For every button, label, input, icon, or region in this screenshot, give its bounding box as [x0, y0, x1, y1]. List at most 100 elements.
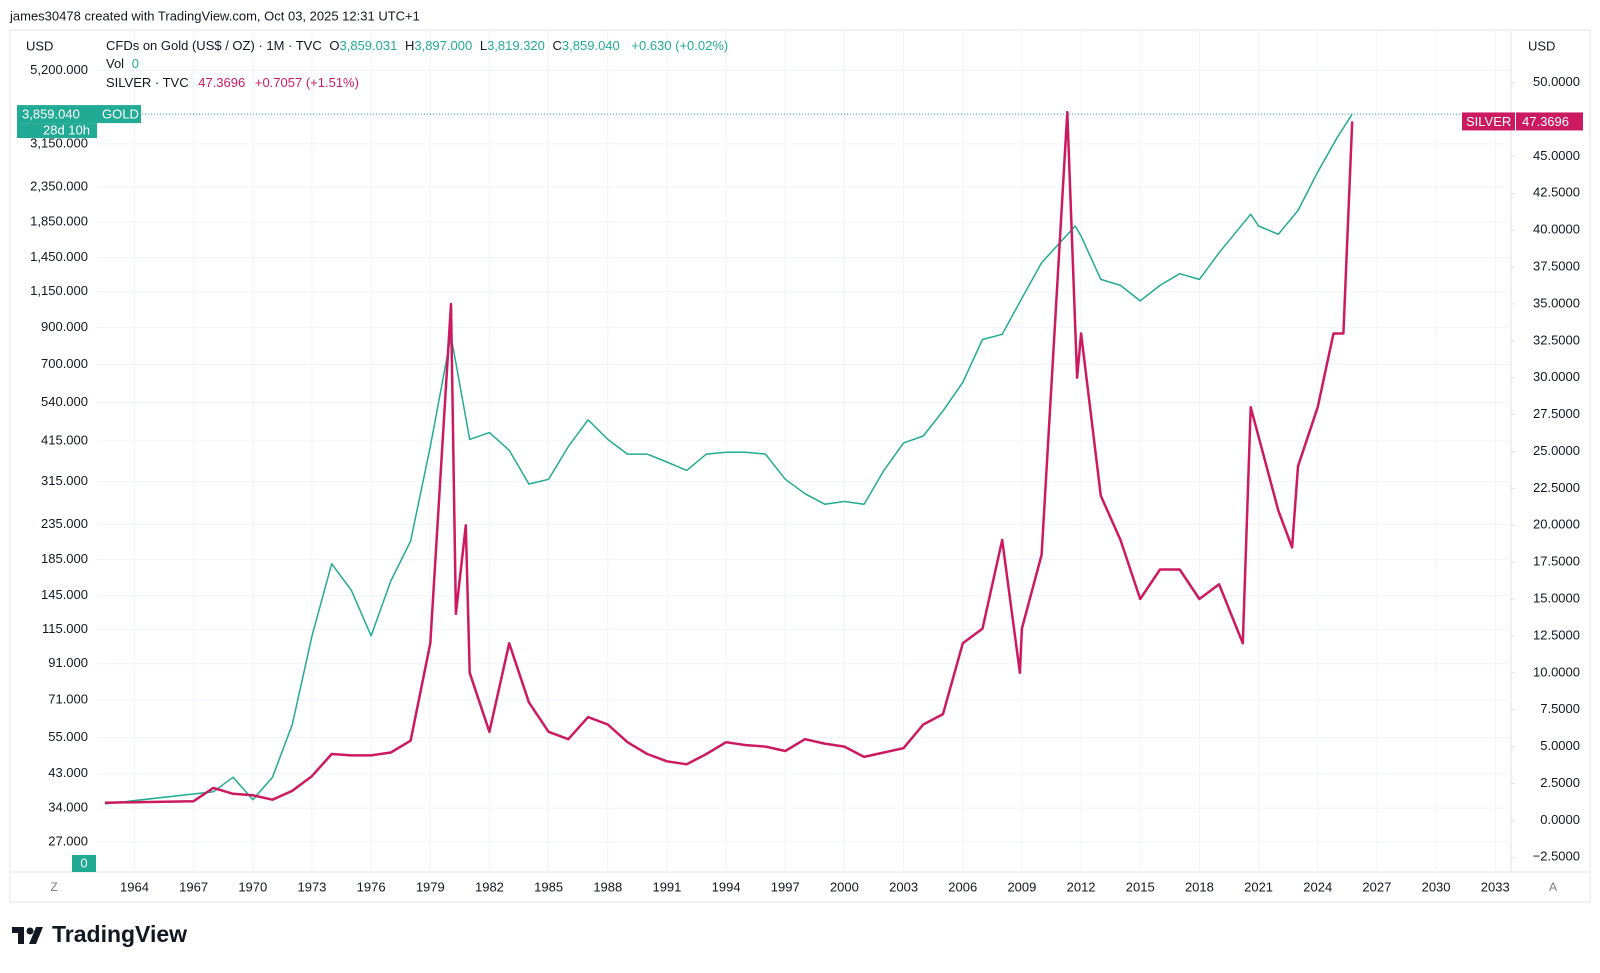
- x-tick-label: 2015: [1126, 879, 1155, 894]
- y-tick-label: 235.000: [41, 516, 88, 531]
- y-tick-label: 3,150.000: [30, 135, 88, 150]
- silver-tag-name: SILVER: [1466, 114, 1511, 129]
- y2-tick-label: 12.5000: [1533, 627, 1580, 642]
- symbol: CFDs on Gold (US$ / OZ) · 1M · TVC: [106, 38, 322, 53]
- x-tick-label: 2012: [1067, 879, 1096, 894]
- series-line: [104, 113, 1353, 805]
- y2-tick-label: 40.0000: [1533, 222, 1580, 237]
- y-tick-label: 1,450.000: [30, 249, 88, 264]
- value: 3,859.031: [340, 38, 398, 53]
- y-tick-label: 43.000: [48, 765, 88, 780]
- x-tick-label: 1973: [297, 879, 326, 894]
- y-tick-label: 27.000: [48, 833, 88, 848]
- gold-tag-name: GOLD: [102, 107, 139, 122]
- silver-tag-price: 47.3696: [1522, 114, 1569, 129]
- auto-button[interactable]: A: [1549, 880, 1557, 894]
- y2-tick-label: 20.0000: [1533, 517, 1580, 532]
- y-tick-label: 185.000: [41, 551, 88, 566]
- legend-gold: CFDs on Gold (US$ / OZ) · 1M · TVC O3,85…: [106, 38, 728, 53]
- x-tick-label: 2021: [1244, 879, 1273, 894]
- y2-tick-label: 50.0000: [1533, 74, 1580, 89]
- y2-tick-label: 17.5000: [1533, 554, 1580, 569]
- x-tick-label: 1967: [179, 879, 208, 894]
- x-tick-label: 1976: [357, 879, 386, 894]
- symbol: SILVER · TVC: [106, 75, 189, 90]
- labels: 1964 1967 1970 1973 1976 1979 1982 1985 1988 1991…: [17, 62, 1583, 894]
- y-tick-label: 315.000: [41, 473, 88, 488]
- y-tick-label: 115.000: [42, 621, 88, 636]
- x-tick-label: 2009: [1007, 879, 1036, 894]
- x-tick-label: 1991: [652, 879, 681, 894]
- key: C: [553, 38, 562, 53]
- silver-tag-bg: [1516, 112, 1583, 131]
- change: +0.630 (+0.02%): [631, 38, 728, 53]
- x-tick-label: 1985: [534, 879, 563, 894]
- y2-tick-label: 32.5000: [1533, 332, 1580, 347]
- y2-tick-label: 5.0000: [1540, 738, 1580, 753]
- x-tick-label: 2000: [830, 879, 859, 894]
- gold-tag-countdown: 28d 10h: [43, 123, 90, 138]
- y2-tick-label: 45.0000: [1533, 148, 1580, 163]
- gold-tag-price: 3,859.040: [22, 107, 80, 122]
- x-tick-label: 1982: [475, 879, 504, 894]
- x-tick-label: 1988: [593, 879, 622, 894]
- x-tick-label: 1994: [712, 879, 741, 894]
- x-tick-label: 1964: [120, 879, 149, 894]
- value: 3,897.000: [414, 38, 472, 53]
- x-tick-label: 2018: [1185, 879, 1214, 894]
- x-tick-label: 2006: [948, 879, 977, 894]
- y2-tick-label: 0.0000: [1540, 812, 1580, 827]
- y2-tick-label: 25.0000: [1533, 443, 1580, 458]
- x-tick-label: 1970: [238, 879, 267, 894]
- legend-vol: Vol 0: [106, 56, 139, 71]
- y-tick-label: 1,850.000: [30, 213, 88, 228]
- x-tick-label: 1997: [771, 879, 800, 894]
- gold-tag-bg: [97, 105, 141, 124]
- value: 3,819.320: [487, 38, 545, 53]
- value: 0: [132, 56, 139, 71]
- silver-tag-bg: [1462, 112, 1515, 131]
- x-tick-label: 2027: [1362, 879, 1391, 894]
- volume-tag-bg: [72, 855, 96, 872]
- plot: [97, 110, 1511, 805]
- y-tick-label: 415.000: [41, 433, 88, 448]
- y2-tick-label: −2.5000: [1533, 849, 1580, 864]
- y2-tick-label: 42.5000: [1533, 185, 1580, 200]
- y-tick-label: 1,150.000: [30, 283, 88, 298]
- volume-tag: 0: [80, 855, 87, 870]
- gold-tag-bg: [17, 123, 97, 139]
- y2-tick-label: 7.5000: [1540, 701, 1580, 716]
- y-tick-label: 2,350.000: [30, 178, 88, 193]
- y-tick-label: 700.000: [41, 356, 88, 371]
- y2-tick-label: 2.5000: [1540, 775, 1580, 790]
- key: Vol: [106, 56, 124, 71]
- credit: james30478 created with TradingView.com,…: [9, 8, 420, 23]
- y2-tick-label: 10.0000: [1533, 664, 1580, 679]
- y-tick-label: 5,200.000: [30, 62, 88, 77]
- key: L: [480, 38, 487, 53]
- y-tick-label: 145.000: [41, 587, 88, 602]
- y-unit: USD: [26, 38, 53, 53]
- series-line: [104, 110, 1354, 804]
- y2-tick-label: 15.0000: [1533, 590, 1580, 605]
- key: H: [405, 38, 414, 53]
- x-tick-label: 2030: [1422, 879, 1451, 894]
- gold-tag-bg: [17, 105, 97, 124]
- value: 3,859.040: [562, 38, 620, 53]
- log-button[interactable]: Z: [50, 880, 57, 894]
- y2-tick-label: 30.0000: [1533, 369, 1580, 384]
- y2-tick-label: 35.0000: [1533, 295, 1580, 310]
- y2-tick-label: 22.5000: [1533, 480, 1580, 495]
- logo: [12, 927, 43, 944]
- y2-unit: USD: [1528, 38, 1555, 53]
- y-tick-label: 55.000: [48, 729, 88, 744]
- y-tick-label: 900.000: [41, 319, 88, 334]
- y-tick-label: 91.000: [48, 655, 88, 670]
- y-tick-label: 34.000: [48, 800, 88, 815]
- x-tick-label: 1979: [416, 879, 445, 894]
- y-tick-label: 71.000: [48, 692, 88, 707]
- y-tick-label: 540.000: [41, 394, 88, 409]
